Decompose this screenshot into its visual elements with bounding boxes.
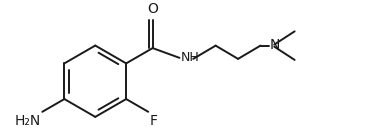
Text: O: O [147, 3, 158, 17]
Text: N: N [269, 38, 279, 52]
Text: NH: NH [181, 51, 200, 64]
Text: F: F [149, 114, 157, 128]
Text: H₂N: H₂N [15, 114, 41, 128]
